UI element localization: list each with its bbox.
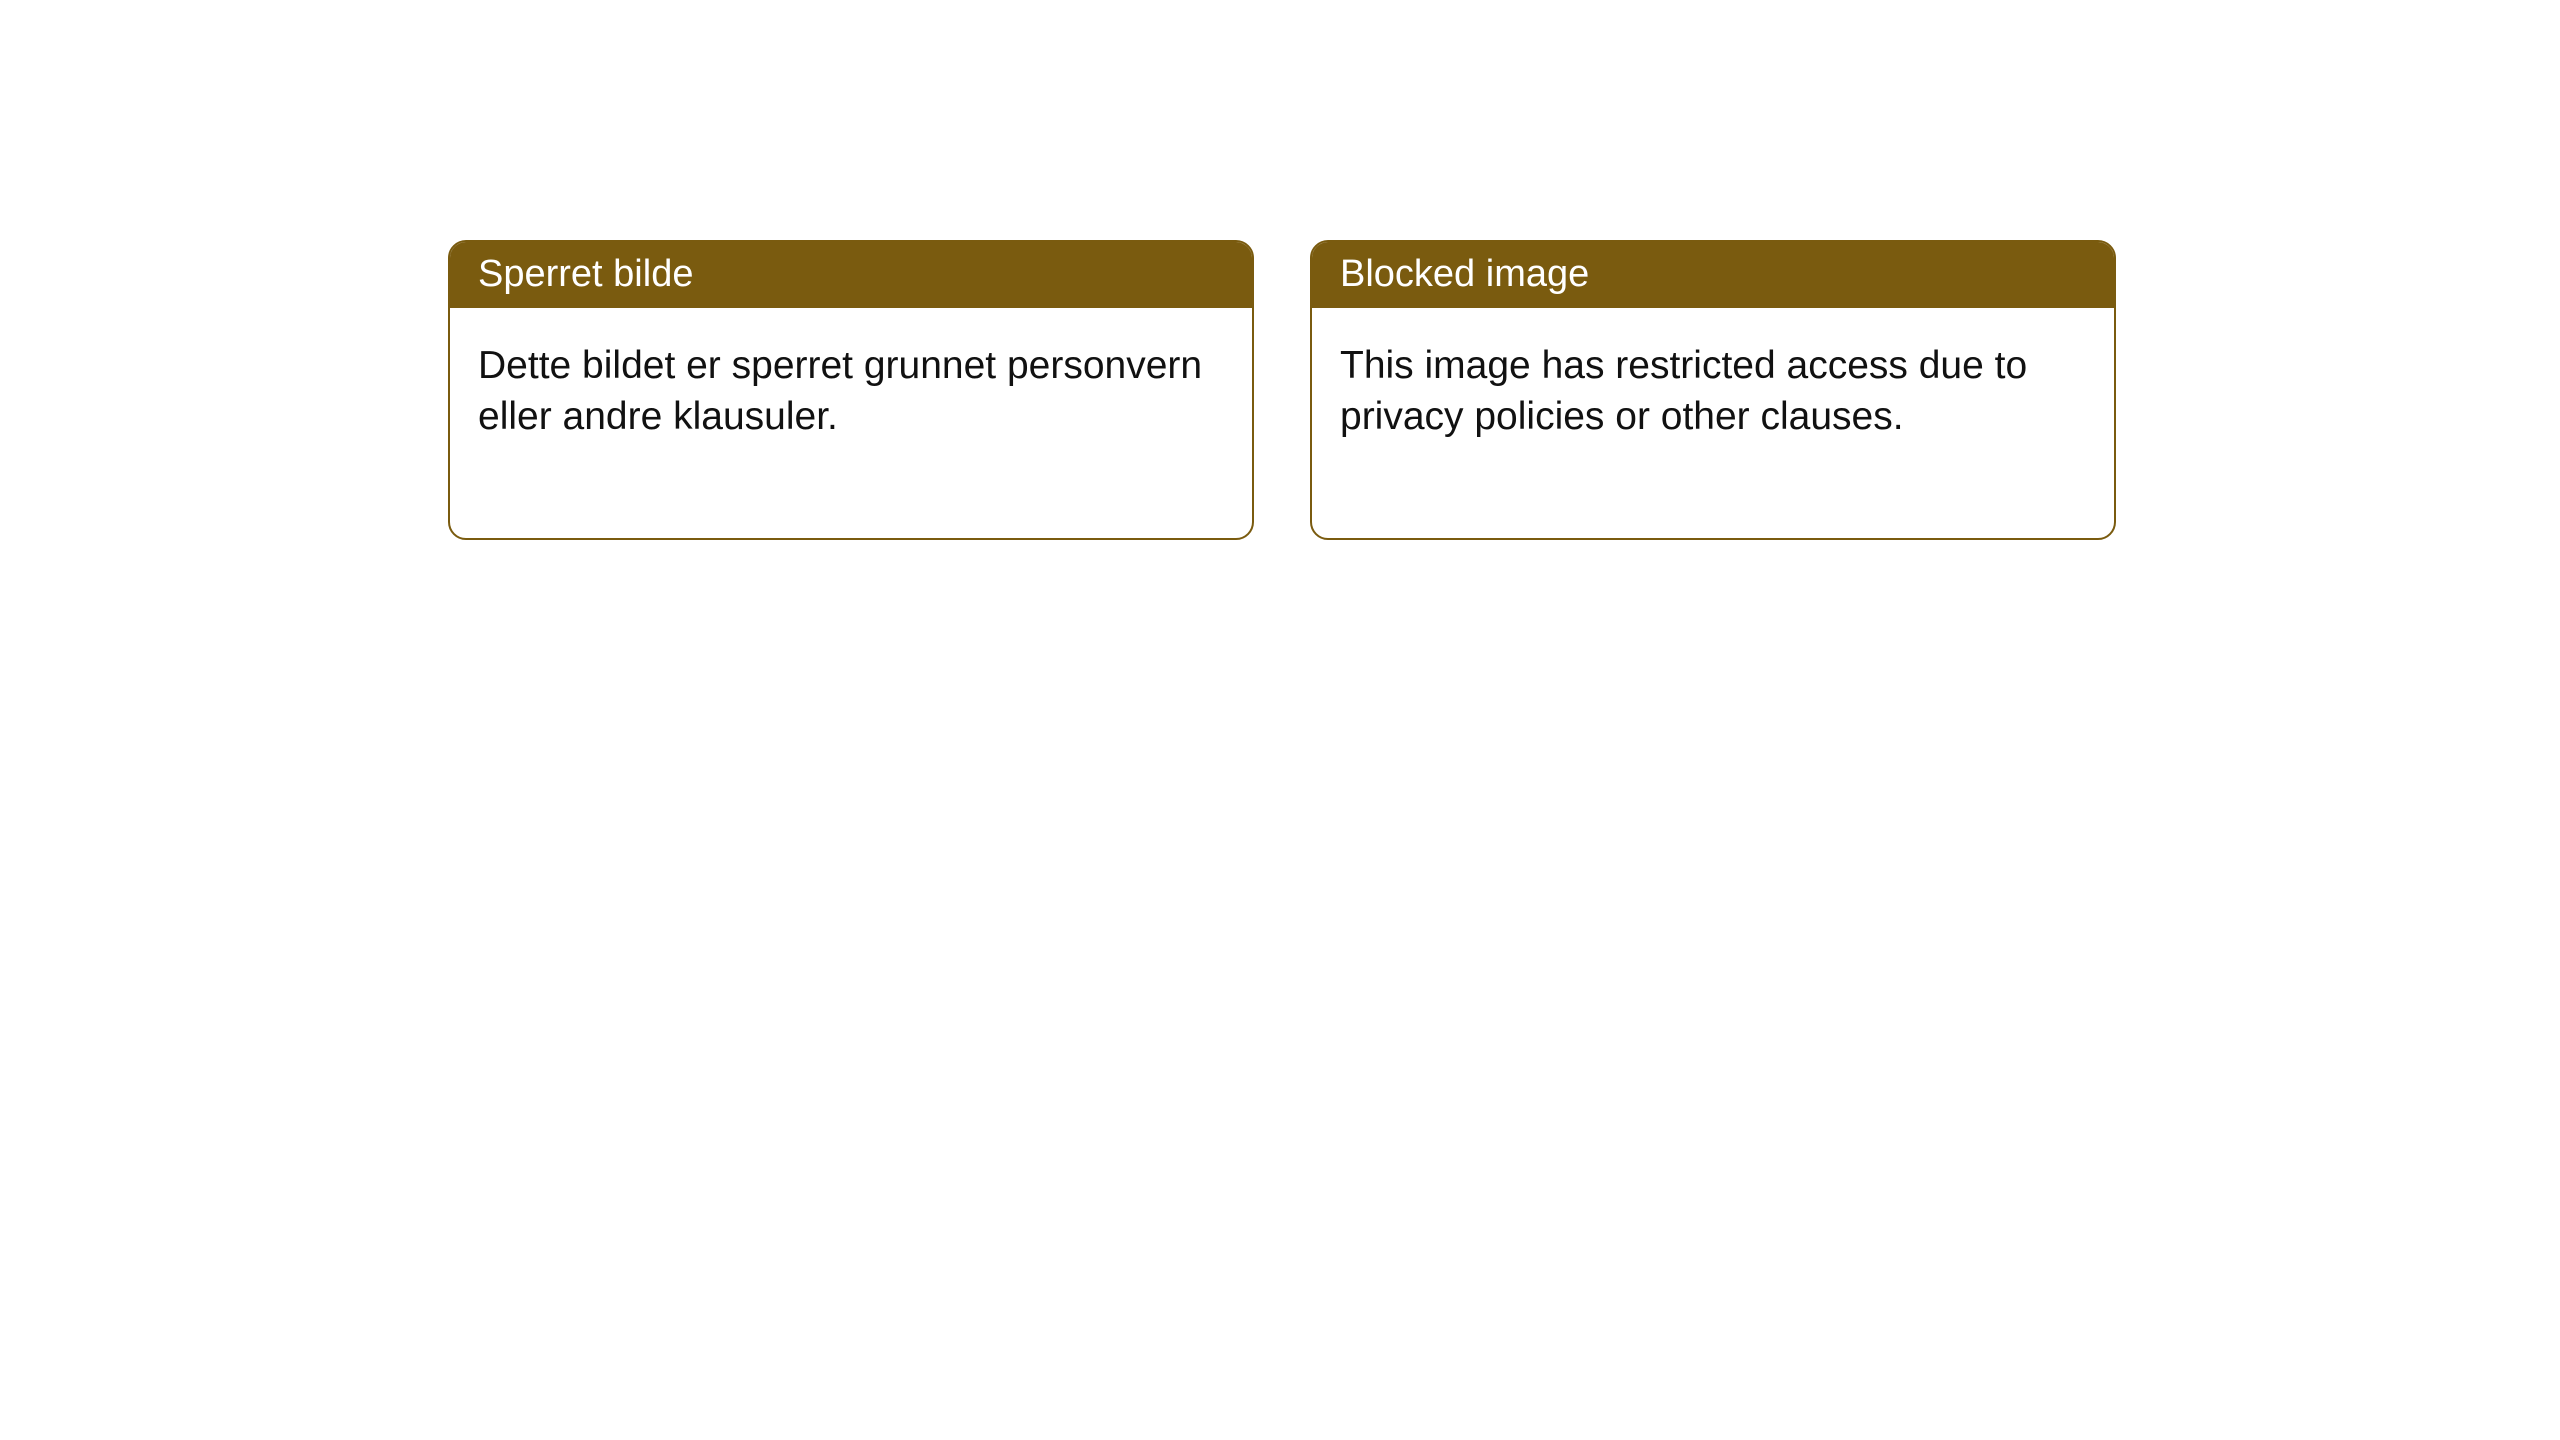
notice-card-english: Blocked image This image has restricted …: [1310, 240, 2116, 540]
notice-card-body: This image has restricted access due to …: [1312, 308, 2114, 538]
notice-card-body: Dette bildet er sperret grunnet personve…: [450, 308, 1252, 538]
notice-card-norwegian: Sperret bilde Dette bildet er sperret gr…: [448, 240, 1254, 540]
notice-cards-container: Sperret bilde Dette bildet er sperret gr…: [448, 240, 2116, 540]
notice-card-title: Blocked image: [1312, 242, 2114, 308]
notice-card-title: Sperret bilde: [450, 242, 1252, 308]
